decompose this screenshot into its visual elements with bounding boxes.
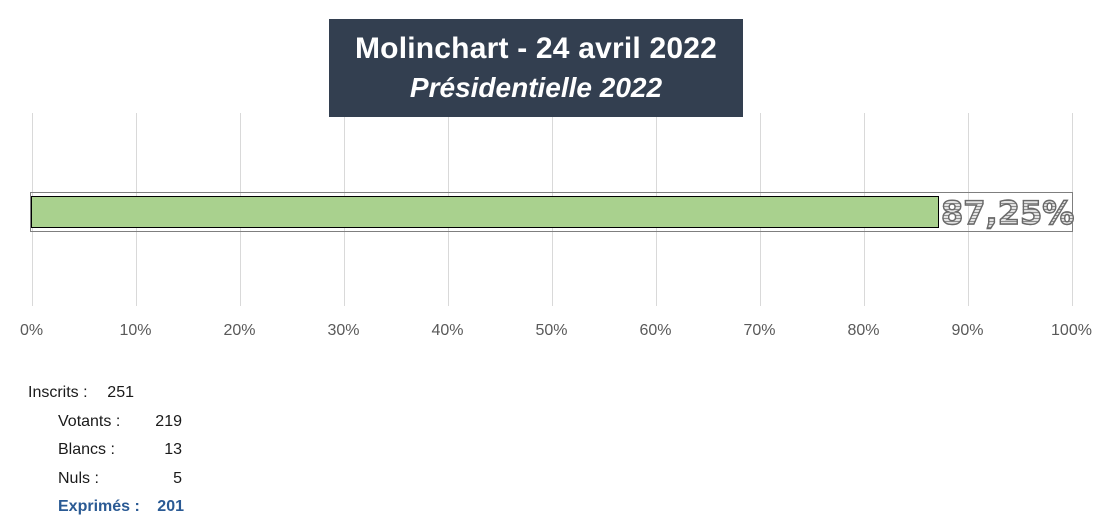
stat-label: Votants : <box>58 413 121 430</box>
stat-value: 5 <box>173 470 182 487</box>
x-axis-tick-label: 0% <box>19 322 44 339</box>
stat-value: 219 <box>155 413 182 430</box>
x-axis-tick-label: 30% <box>327 322 360 339</box>
bar-participation <box>31 196 939 228</box>
stat-label: Exprimés : <box>58 498 140 515</box>
stat-value: 13 <box>164 441 182 458</box>
stat-label: Blancs : <box>58 441 115 458</box>
chart-title: Molinchart - 24 avril 2022 <box>354 32 718 65</box>
x-axis-tick-label: 90% <box>951 322 984 339</box>
stat-row-exprimes: Exprimés : 201 <box>58 497 184 517</box>
stat-row-blancs: Blancs : 13 <box>58 440 182 460</box>
stat-value: 201 <box>157 498 184 515</box>
stat-row-inscrits: Inscrits : 251 <box>28 383 134 403</box>
x-axis-tick-label: 20% <box>223 322 256 339</box>
x-axis-tick-label: 60% <box>639 322 672 339</box>
x-axis-tick-label: 40% <box>431 322 464 339</box>
bar-value-label: 87,25% <box>940 193 1075 232</box>
x-axis-tick-label: 50% <box>535 322 568 339</box>
stat-label: Nuls : <box>58 470 99 487</box>
x-axis-tick-label: 80% <box>847 322 880 339</box>
stat-label: Inscrits : <box>28 384 88 401</box>
chart-subtitle: Présidentielle 2022 <box>409 72 663 103</box>
stat-row-nuls: Nuls : 5 <box>58 469 182 489</box>
stat-row-votants: Votants : 219 <box>58 412 182 432</box>
x-axis-tick-label: 70% <box>743 322 776 339</box>
stat-value: 251 <box>107 384 134 401</box>
gridline <box>967 113 969 306</box>
chart-title-box: Molinchart - 24 avril 2022 Présidentiell… <box>329 19 743 117</box>
x-axis-tick-label: 10% <box>119 322 152 339</box>
bar-track: 87,25% <box>30 192 1075 233</box>
x-axis-tick-label: 100% <box>1051 322 1092 339</box>
